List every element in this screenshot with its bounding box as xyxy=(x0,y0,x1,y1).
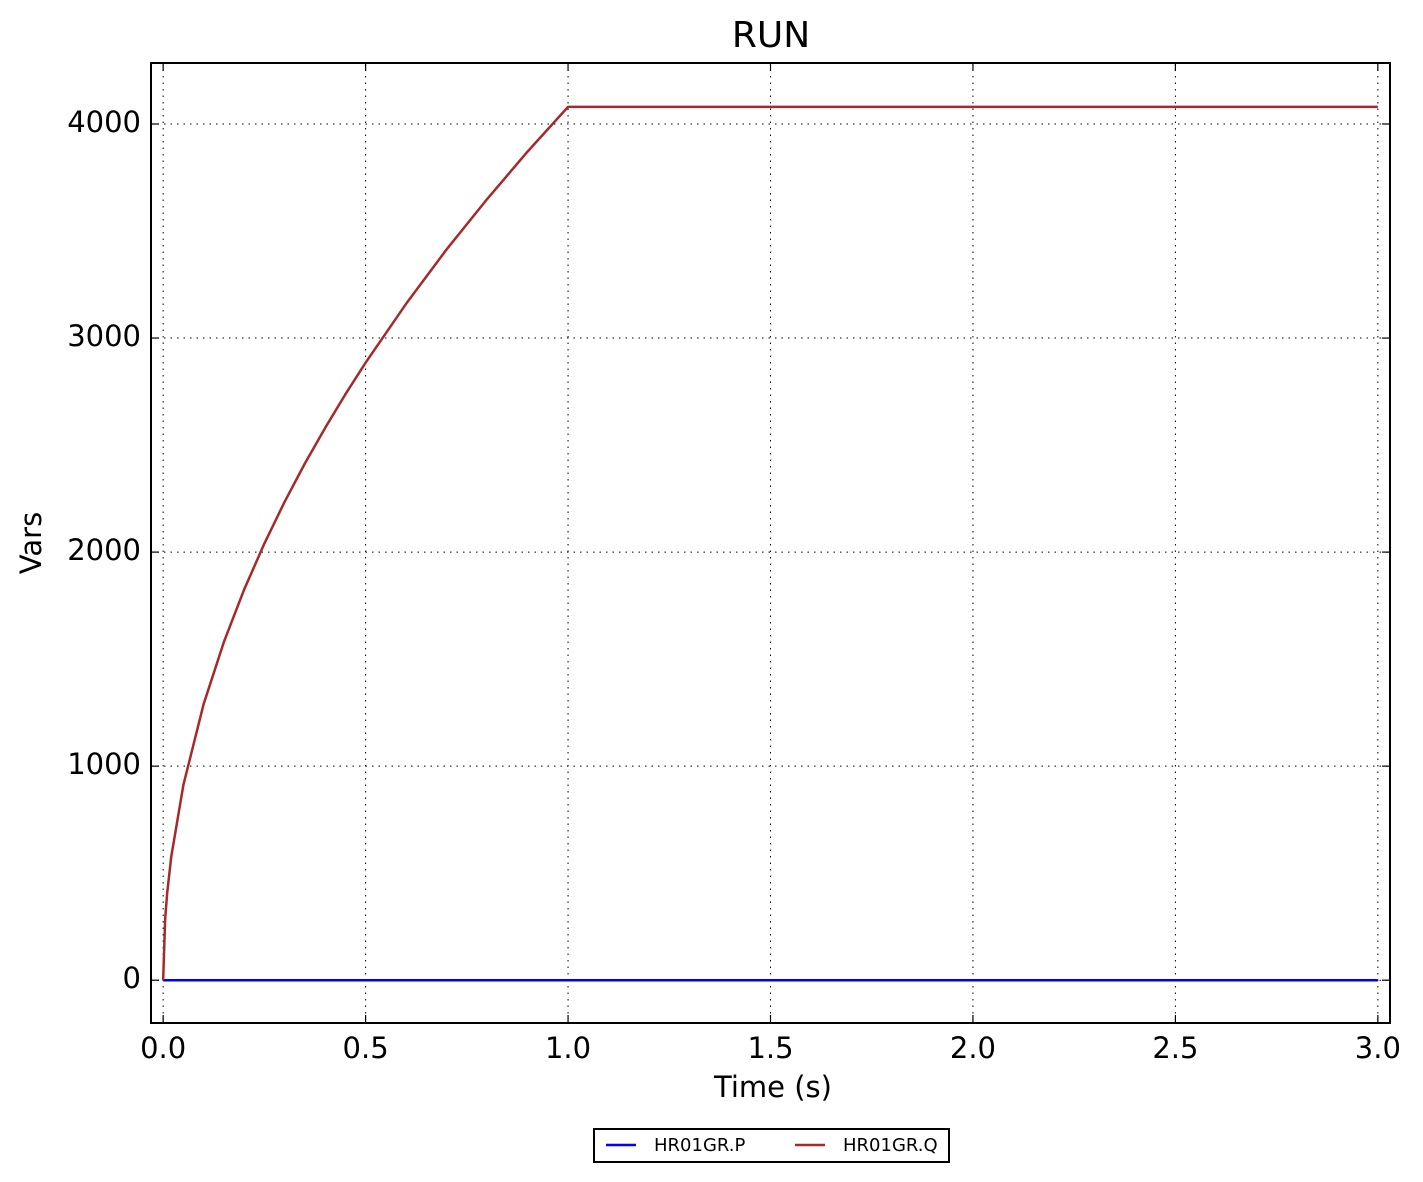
y-tick-label: 2000 xyxy=(67,533,141,567)
x-tick-label: 2.0 xyxy=(950,1031,996,1065)
x-tick-label: 1.0 xyxy=(545,1031,591,1065)
legend-label: HR01GR.P xyxy=(654,1135,745,1156)
plot-frame xyxy=(150,62,1391,1024)
x-tick-label: 0.5 xyxy=(343,1031,389,1065)
legend-box xyxy=(593,1128,950,1163)
x-tick-label: 1.5 xyxy=(747,1031,793,1065)
legend: HR01GR.P HR01GR.Q xyxy=(593,1128,950,1163)
y-tick-label: 4000 xyxy=(67,105,141,139)
y-axis-label: Vars xyxy=(14,512,48,574)
x-axis-label: Time (s) xyxy=(713,1070,832,1104)
x-tick-label: 3.0 xyxy=(1355,1031,1401,1065)
y-tick-label: 0 xyxy=(123,961,141,995)
x-tick-label: 2.5 xyxy=(1152,1031,1198,1065)
x-tick-label: 0.0 xyxy=(140,1031,186,1065)
y-tick-label: 1000 xyxy=(67,747,141,781)
chart-title: RUN xyxy=(732,15,810,56)
legend-label: HR01GR.Q xyxy=(843,1135,938,1156)
y-tick-label: 3000 xyxy=(67,319,141,353)
series-line xyxy=(161,105,1378,981)
